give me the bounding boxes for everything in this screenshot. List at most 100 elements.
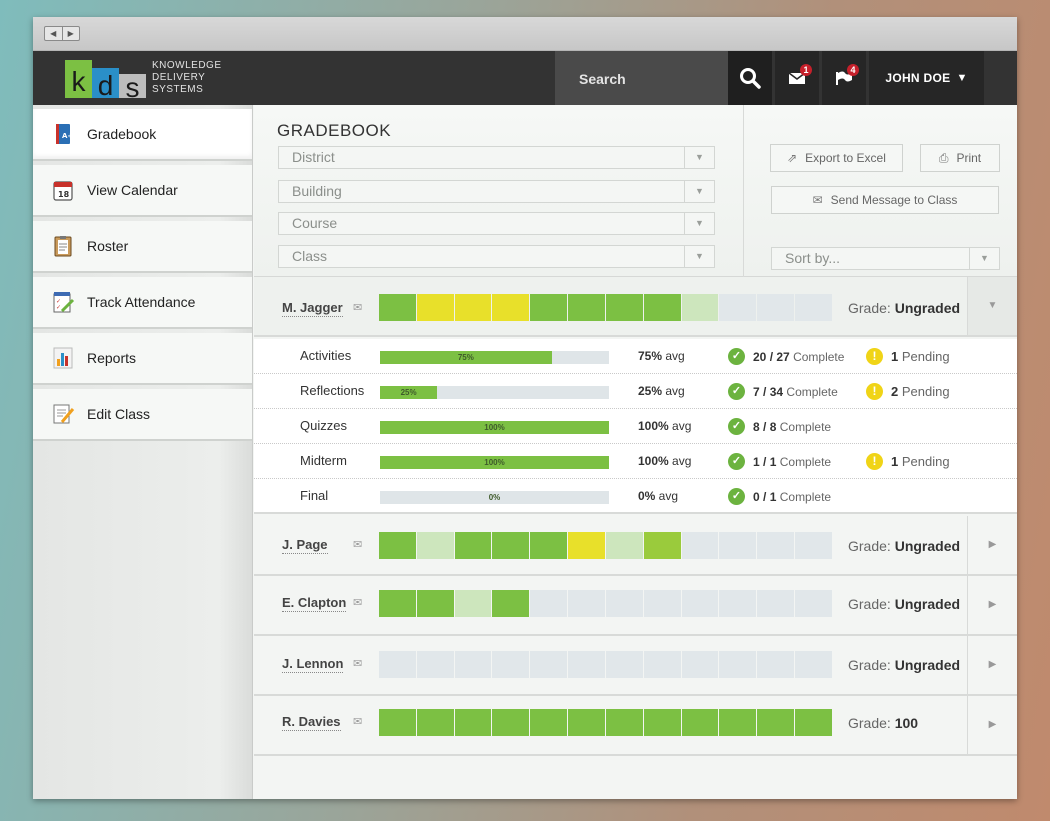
progress-block[interactable] bbox=[719, 590, 757, 617]
progress-block[interactable] bbox=[379, 590, 416, 617]
progress-block[interactable] bbox=[454, 590, 492, 617]
expand-button[interactable]: ▶ bbox=[967, 636, 1017, 694]
progress-block[interactable] bbox=[643, 294, 681, 321]
progress-block[interactable] bbox=[681, 590, 719, 617]
messages-button[interactable]: 1 bbox=[775, 51, 819, 105]
student-name[interactable]: J. Lennon bbox=[282, 656, 344, 673]
export-excel-button[interactable]: ⇗ Export to Excel bbox=[770, 144, 903, 172]
progress-block[interactable] bbox=[530, 590, 568, 617]
forward-arrow-icon[interactable]: ▶ bbox=[67, 29, 74, 38]
progress-block[interactable] bbox=[454, 651, 492, 678]
progress-block[interactable] bbox=[379, 651, 416, 678]
progress-block[interactable] bbox=[795, 532, 832, 559]
progress-block[interactable] bbox=[605, 590, 643, 617]
progress-block[interactable] bbox=[605, 294, 643, 321]
student-row[interactable]: M. Jagger ✉ Grade: Ungraded ▼ bbox=[254, 277, 1017, 337]
progress-block[interactable] bbox=[681, 709, 719, 736]
progress-block[interactable] bbox=[530, 651, 568, 678]
user-menu[interactable]: JOHN DOE ▼ bbox=[869, 51, 984, 105]
notifications-button[interactable]: 4 bbox=[822, 51, 866, 105]
progress-block[interactable] bbox=[530, 294, 568, 321]
back-arrow-icon[interactable]: ◀ bbox=[45, 27, 63, 40]
progress-block[interactable] bbox=[605, 532, 643, 559]
progress-block[interactable] bbox=[643, 590, 681, 617]
search-input[interactable]: Search bbox=[555, 51, 728, 105]
progress-block[interactable] bbox=[681, 294, 719, 321]
progress-block[interactable] bbox=[568, 709, 605, 736]
progress-block[interactable] bbox=[795, 294, 832, 321]
progress-block[interactable] bbox=[530, 532, 568, 559]
pending-text[interactable]: 2 Pending bbox=[891, 384, 950, 399]
progress-block[interactable] bbox=[643, 709, 681, 736]
progress-block[interactable] bbox=[416, 532, 454, 559]
progress-block[interactable] bbox=[568, 294, 605, 321]
sidebar-item-track-attendance[interactable]: ✓ ✓ Track Attendance bbox=[33, 277, 252, 329]
progress-block[interactable] bbox=[719, 651, 757, 678]
progress-block[interactable] bbox=[379, 532, 416, 559]
progress-block[interactable] bbox=[605, 651, 643, 678]
progress-block[interactable] bbox=[416, 651, 454, 678]
progress-block[interactable] bbox=[719, 709, 757, 736]
sidebar-item-reports[interactable]: Reports bbox=[33, 333, 252, 385]
progress-block[interactable] bbox=[719, 532, 757, 559]
progress-block[interactable] bbox=[379, 294, 416, 321]
progress-block[interactable] bbox=[643, 651, 681, 678]
progress-block[interactable] bbox=[379, 709, 416, 736]
class-select[interactable]: Class ▼ bbox=[278, 245, 715, 268]
progress-block[interactable] bbox=[757, 590, 795, 617]
course-select[interactable]: Course ▼ bbox=[278, 212, 715, 235]
envelope-icon[interactable]: ✉ bbox=[353, 716, 363, 728]
student-row[interactable]: J. Page ✉ Grade: Ungraded ▶ bbox=[254, 516, 1017, 576]
student-name[interactable]: E. Clapton bbox=[282, 595, 347, 612]
envelope-icon[interactable]: ✉ bbox=[353, 597, 363, 609]
expand-button[interactable]: ▶ bbox=[967, 516, 1017, 574]
progress-block[interactable] bbox=[757, 651, 795, 678]
student-row[interactable]: R. Davies ✉ Grade: 100 ▶ bbox=[254, 696, 1017, 756]
progress-block[interactable] bbox=[757, 709, 795, 736]
progress-block[interactable] bbox=[492, 651, 530, 678]
student-name[interactable]: J. Page bbox=[282, 537, 328, 554]
progress-block[interactable] bbox=[795, 651, 832, 678]
progress-block[interactable] bbox=[492, 590, 530, 617]
progress-block[interactable] bbox=[795, 709, 832, 736]
progress-block[interactable] bbox=[530, 709, 568, 736]
progress-block[interactable] bbox=[492, 709, 530, 736]
student-name[interactable]: M. Jagger bbox=[282, 300, 343, 317]
search-button[interactable] bbox=[728, 51, 772, 105]
progress-block[interactable] bbox=[757, 294, 795, 321]
sidebar-item-view-calendar[interactable]: 18 View Calendar bbox=[33, 165, 252, 217]
student-row[interactable]: J. Lennon ✉ Grade: Ungraded ▶ bbox=[254, 636, 1017, 696]
progress-block[interactable] bbox=[454, 709, 492, 736]
progress-block[interactable] bbox=[568, 651, 605, 678]
building-select[interactable]: Building ▼ bbox=[278, 180, 715, 203]
logo[interactable]: k d s KNOWLEDGE DELIVERY SYSTEMS bbox=[65, 60, 222, 102]
progress-block[interactable] bbox=[568, 532, 605, 559]
sidebar-item-roster[interactable]: Roster bbox=[33, 221, 252, 273]
progress-block[interactable] bbox=[416, 709, 454, 736]
progress-block[interactable] bbox=[416, 294, 454, 321]
progress-block[interactable] bbox=[568, 590, 605, 617]
expand-button[interactable]: ▶ bbox=[967, 696, 1017, 754]
pending-text[interactable]: 1 Pending bbox=[891, 454, 950, 469]
sidebar-item-edit-class[interactable]: Edit Class bbox=[33, 389, 252, 441]
envelope-icon[interactable]: ✉ bbox=[353, 658, 363, 670]
student-name[interactable]: R. Davies bbox=[282, 714, 341, 731]
collapse-button[interactable]: ▼ bbox=[967, 277, 1017, 335]
progress-block[interactable] bbox=[795, 590, 832, 617]
pending-text[interactable]: 1 Pending bbox=[891, 349, 950, 364]
send-message-button[interactable]: ✉ Send Message to Class bbox=[771, 186, 999, 214]
envelope-icon[interactable]: ✉ bbox=[353, 302, 363, 314]
progress-block[interactable] bbox=[492, 532, 530, 559]
progress-block[interactable] bbox=[416, 590, 454, 617]
progress-block[interactable] bbox=[454, 294, 492, 321]
progress-block[interactable] bbox=[643, 532, 681, 559]
progress-block[interactable] bbox=[719, 294, 757, 321]
progress-block[interactable] bbox=[492, 294, 530, 321]
expand-button[interactable]: ▶ bbox=[967, 576, 1017, 634]
sort-select[interactable]: Sort by... ▼ bbox=[771, 247, 1000, 270]
progress-block[interactable] bbox=[681, 651, 719, 678]
progress-block[interactable] bbox=[681, 532, 719, 559]
sidebar-item-gradebook[interactable]: A+ Gradebook bbox=[33, 109, 252, 161]
progress-block[interactable] bbox=[454, 532, 492, 559]
progress-block[interactable] bbox=[605, 709, 643, 736]
